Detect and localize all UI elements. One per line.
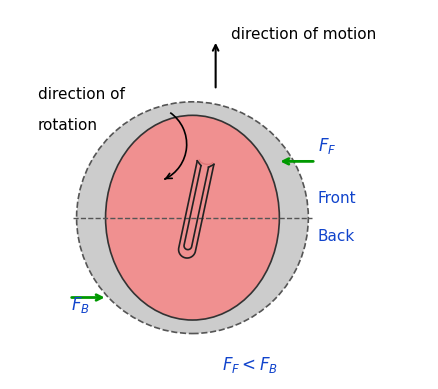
Text: Back: Back	[317, 230, 354, 244]
Text: $F_F < F_B$: $F_F < F_B$	[222, 355, 278, 375]
Text: Front: Front	[317, 191, 356, 206]
Text: rotation: rotation	[38, 118, 98, 133]
Text: $F_F$: $F_F$	[317, 136, 336, 156]
Text: direction of: direction of	[38, 87, 124, 102]
Circle shape	[76, 102, 307, 333]
Text: direction of motion: direction of motion	[230, 27, 375, 42]
Ellipse shape	[105, 115, 279, 320]
Text: $F_B$: $F_B$	[71, 295, 89, 315]
